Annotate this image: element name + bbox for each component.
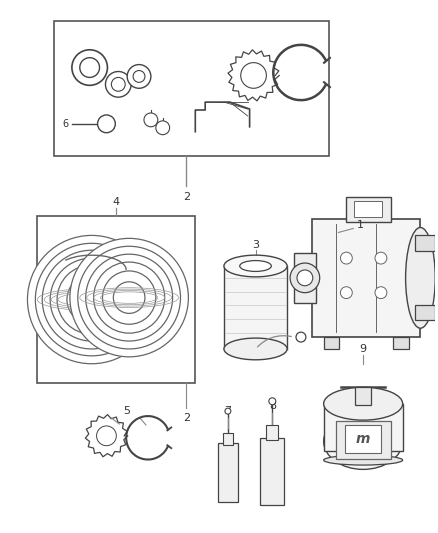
Circle shape <box>375 287 387 298</box>
Bar <box>223 433 233 445</box>
Bar <box>393 337 409 349</box>
Circle shape <box>225 408 231 414</box>
Circle shape <box>133 70 145 83</box>
Bar <box>416 236 435 251</box>
Circle shape <box>67 275 117 324</box>
Circle shape <box>42 250 141 349</box>
Circle shape <box>35 243 148 356</box>
Bar <box>312 219 420 337</box>
Circle shape <box>113 282 145 313</box>
Circle shape <box>50 258 133 341</box>
Circle shape <box>375 252 387 264</box>
Text: 9: 9 <box>360 344 367 354</box>
Circle shape <box>111 77 125 91</box>
Text: 2: 2 <box>183 413 190 423</box>
Bar <box>324 337 339 349</box>
Bar <box>266 425 278 440</box>
Bar <box>218 443 238 502</box>
Circle shape <box>86 254 173 341</box>
Text: 2: 2 <box>183 192 190 202</box>
Text: 5: 5 <box>123 406 130 416</box>
Circle shape <box>57 265 126 334</box>
Text: 3: 3 <box>252 240 259 251</box>
Circle shape <box>144 113 158 127</box>
Bar <box>54 21 328 156</box>
Ellipse shape <box>240 261 271 271</box>
Circle shape <box>78 246 180 349</box>
Circle shape <box>98 115 115 133</box>
Circle shape <box>340 287 352 298</box>
Circle shape <box>127 64 151 88</box>
Bar <box>324 403 403 450</box>
Ellipse shape <box>224 255 287 277</box>
Ellipse shape <box>324 387 403 420</box>
Circle shape <box>80 58 99 77</box>
Circle shape <box>296 332 306 342</box>
Circle shape <box>77 285 106 314</box>
Ellipse shape <box>224 255 287 277</box>
Ellipse shape <box>324 455 403 465</box>
Text: 4: 4 <box>113 197 120 207</box>
Bar <box>354 201 382 216</box>
Circle shape <box>106 71 131 97</box>
Text: m: m <box>356 432 371 446</box>
Bar <box>416 304 435 320</box>
Bar <box>37 216 195 384</box>
Circle shape <box>340 252 352 264</box>
Bar <box>336 421 391 458</box>
Bar <box>355 387 371 405</box>
Ellipse shape <box>406 228 435 328</box>
Circle shape <box>94 262 165 333</box>
Bar <box>346 197 391 222</box>
Bar <box>261 438 284 505</box>
Circle shape <box>297 270 313 286</box>
Circle shape <box>70 238 188 357</box>
Text: 7: 7 <box>224 406 231 416</box>
Circle shape <box>269 398 276 405</box>
Circle shape <box>28 236 156 364</box>
Bar <box>294 253 316 303</box>
Ellipse shape <box>224 338 287 360</box>
Circle shape <box>156 121 170 135</box>
Circle shape <box>102 271 156 324</box>
Ellipse shape <box>324 413 403 470</box>
Bar <box>224 266 287 349</box>
Text: 1: 1 <box>357 220 364 230</box>
Circle shape <box>290 263 320 293</box>
Text: 8: 8 <box>269 401 276 411</box>
Bar <box>346 425 381 453</box>
Circle shape <box>72 50 107 85</box>
Text: 6: 6 <box>62 119 68 129</box>
